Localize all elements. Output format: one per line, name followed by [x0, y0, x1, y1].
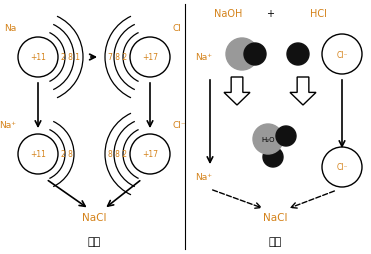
Text: 7 8 2: 7 8 2 [108, 53, 127, 62]
Text: NaOH: NaOH [214, 9, 242, 19]
Circle shape [244, 44, 266, 66]
Text: Cl⁻: Cl⁻ [336, 50, 348, 59]
Text: NaCl: NaCl [82, 212, 106, 222]
Text: Cl⁻: Cl⁻ [172, 121, 186, 130]
Text: NaCl: NaCl [263, 212, 287, 222]
Text: +17: +17 [142, 53, 158, 62]
Text: Na⁺: Na⁺ [196, 173, 213, 182]
Text: +17: +17 [142, 150, 158, 159]
Circle shape [287, 44, 309, 66]
Text: Na⁺: Na⁺ [196, 53, 213, 62]
Circle shape [263, 147, 283, 167]
Text: Cl: Cl [172, 24, 181, 33]
Text: 图甲: 图甲 [88, 236, 101, 246]
Text: Na⁺: Na⁺ [0, 121, 16, 130]
Text: +: + [266, 9, 274, 19]
Circle shape [276, 126, 296, 146]
Circle shape [253, 124, 283, 154]
Text: H₂O: H₂O [261, 136, 275, 142]
Text: HCl: HCl [309, 9, 326, 19]
Text: +11: +11 [30, 53, 46, 62]
Text: 图乙: 图乙 [268, 236, 282, 246]
Text: 8 8 2: 8 8 2 [108, 150, 127, 159]
Polygon shape [290, 78, 316, 106]
Text: Cl⁻: Cl⁻ [336, 163, 348, 172]
Text: Na: Na [4, 24, 16, 33]
Text: 2 8 1: 2 8 1 [61, 53, 80, 62]
Polygon shape [224, 78, 250, 106]
Text: 2 8: 2 8 [61, 150, 73, 159]
Text: +11: +11 [30, 150, 46, 159]
Circle shape [226, 39, 258, 71]
